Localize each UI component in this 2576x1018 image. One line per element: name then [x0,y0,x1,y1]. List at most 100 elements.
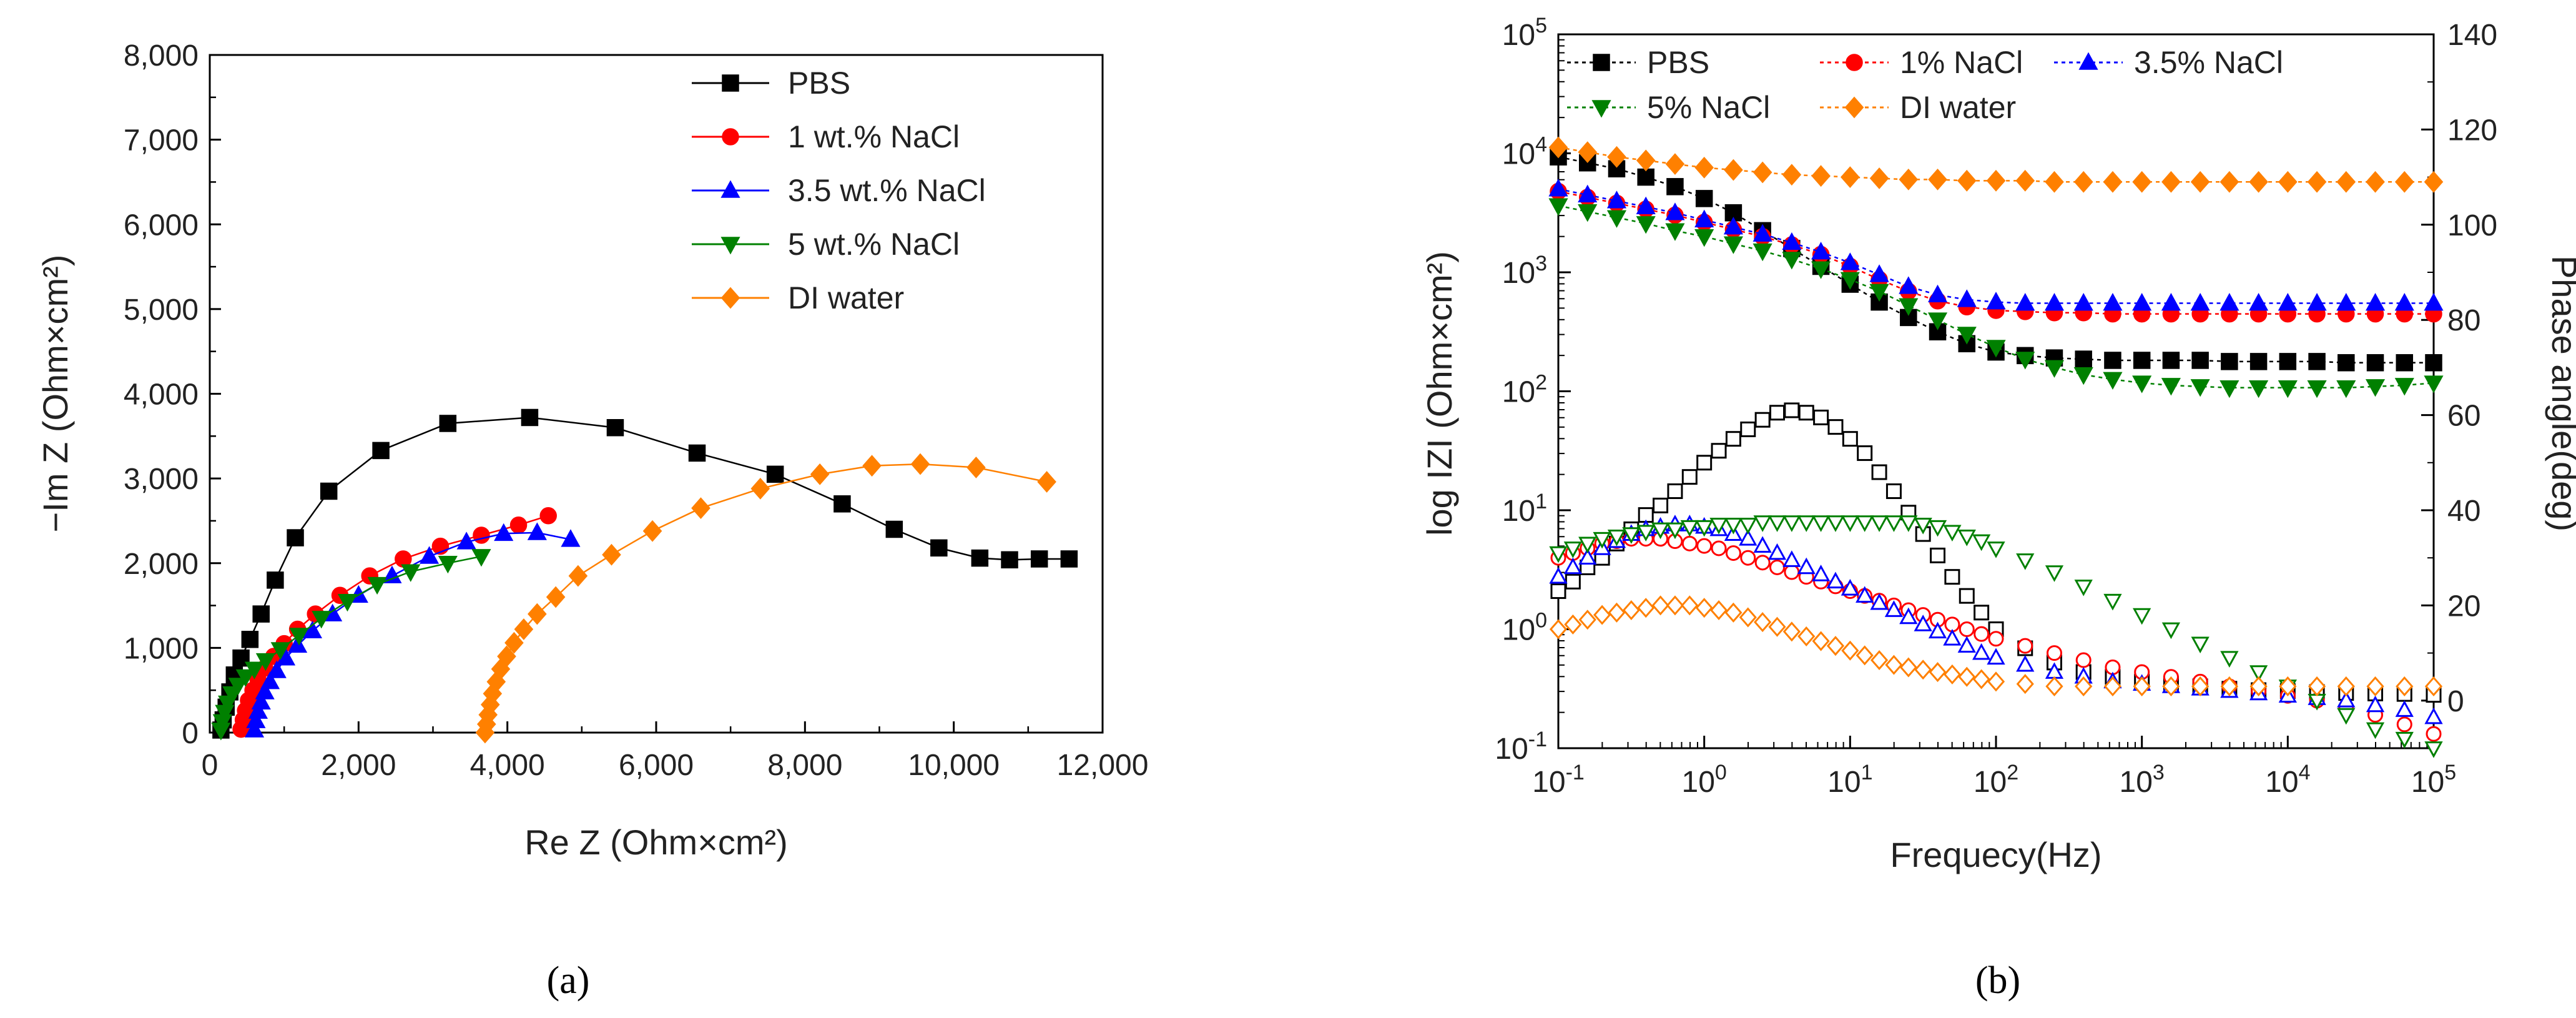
panel-a-x-tick-label: 2,000 [321,749,396,782]
panel-b-modulus-point [1695,190,1713,207]
panel-b-phase-point [1944,569,1960,585]
panel-a-data-point [750,478,770,500]
panel-b-phase-point [2366,695,2385,713]
panel-b-phase-point [1988,631,2004,647]
panel-b-phase-point [2017,638,2033,654]
panel-b-phase-point [1681,595,1699,616]
panel-b-modulus-point [1782,232,1802,250]
panel-b-modulus-point [1811,261,1831,279]
panel-b-phase-point [1957,530,1976,546]
panel-a-data-point [539,507,557,525]
panel-a-series-line [484,463,1047,733]
panel-b-modulus-point [2249,293,2269,311]
panel-b-phase-point [1549,566,1568,584]
panel-a-y-tick-label: 1,000 [124,632,199,665]
panel-b-modulus-point [1666,178,1684,195]
panel-b-phase-point [1929,662,1947,683]
panel-b-phase-point [1564,614,1582,635]
panel-a-data-point [270,642,290,660]
panel-b-modulus-point [2015,293,2035,311]
panel-b-modulus-point [2279,353,2297,370]
panel-b-phase-point [1972,534,1991,551]
panel-a-plot-frame [209,54,1104,734]
panel-b-series-9 [1549,595,2443,696]
panel-b-phase-point [1578,548,1597,565]
panel-b-phase-point [1928,520,1947,537]
panel-b-modulus-point [2133,352,2151,369]
panel-b-series-3 [1548,198,2444,398]
panel-b-y-tick-label: 102 [1502,371,1547,409]
panel-a-data-point [439,415,457,432]
panel-b-phase-point [2016,674,2034,694]
panel-b-phase-point [1622,600,1640,621]
panel-a-series-line [220,417,1069,731]
panel-a-y-tick-label: 6,000 [124,209,199,242]
panel-b-phase-point [1681,535,1698,551]
panel-b-modulus-point [1606,210,1627,228]
panel-b-phase-point [1957,636,1976,653]
panel-a-data-point [930,539,948,557]
panel-b-modulus-point [1782,252,1802,270]
panel-b-phase-point [2249,665,2268,682]
panel-b-modulus-point [1957,327,1977,345]
panel-b-phase-point [2016,553,2035,570]
panel-b-modulus-point [2044,293,2065,311]
panel-a-data-point [260,671,280,689]
panel-b-phase-point [1782,550,1801,567]
panel-b-x-axis-title: Frequecy(Hz) [1890,835,2102,874]
panel-b-phase-point [1884,515,1904,532]
panel-b-phase-point [2279,676,2297,696]
panel-b-x-tick-label: 102 [1974,761,2018,799]
panel-b-phase-point [1826,515,1845,532]
panel-b-modulus-point [1665,223,1685,241]
panel-a-data-point [478,704,498,726]
panel-b-phase-point [1767,515,1787,532]
panel-b-phase-point [1696,538,1713,554]
panel-b-modulus-point [2249,380,2269,398]
panel-b-phase-point [2074,580,2093,596]
panel-b-phase-point [1636,525,1655,542]
panel-a-legend-marker [722,128,739,146]
panel-b-modulus-point [1724,159,1743,181]
panel-b-modulus-point [1986,292,2006,310]
panel-b-modulus-point [2103,372,2123,390]
panel-b-modulus-point [2104,352,2121,369]
panel-b-phase-point [1784,564,1800,580]
panel-b-modulus-point [1927,312,1948,330]
panel-a-label: (a) [547,959,590,1002]
panel-b-legend: PBS 1% NaCl 3.5% NaCl 5% NaCl DI water [1567,45,2283,125]
panel-b-phase-point [2016,655,2035,672]
panel-b-modulus-point [1753,243,1772,262]
panel-a-y-tick-label: 0 [182,717,199,750]
panel-b-phase-point [1563,541,1583,558]
panel-b-modulus-point [1607,146,1626,168]
panel-b-phase-point [1666,522,1684,540]
panel-b-legend-marker [1591,100,1611,118]
panel-b-modulus-point [1753,161,1772,184]
panel-b-modulus-point [2365,293,2386,311]
panel-b-modulus-point [2220,293,2239,311]
panel-a-data-point [1037,471,1056,493]
panel-b-phase-point [1857,445,1873,462]
panel-b-modulus-point [2221,353,2238,370]
panel-b-phase-point [1754,555,1771,571]
panel-a-data-point [471,549,491,567]
panel-b-phase-point [1943,525,1962,542]
panel-b-modulus-point [1578,204,1598,222]
panel-b-series-6 [1550,531,2442,742]
panel-b-modulus-point [2307,380,2327,398]
panel-b-phase-point [2046,645,2062,661]
panel-b-modulus-point [2190,293,2210,311]
panel-b-phase-point [1826,636,1845,656]
panel-b-phase-point [1651,522,1670,540]
panel-b-phase-point [1769,559,1785,575]
panel-a-legend: PBS 1 wt.% NaCl 3.5 wt.% NaCl 5 wt.% NaCl DI… [692,66,986,315]
panel-a-data-point [509,516,528,534]
panel-b-modulus-point [2161,170,2181,193]
panel-b-modulus-point [2338,354,2355,372]
panel-b-phase-point [1782,621,1801,642]
panel-b-modulus-point [2073,367,2093,385]
panel-b-phase-point [2133,676,2151,696]
panel-b-phase-point [1972,643,1991,660]
